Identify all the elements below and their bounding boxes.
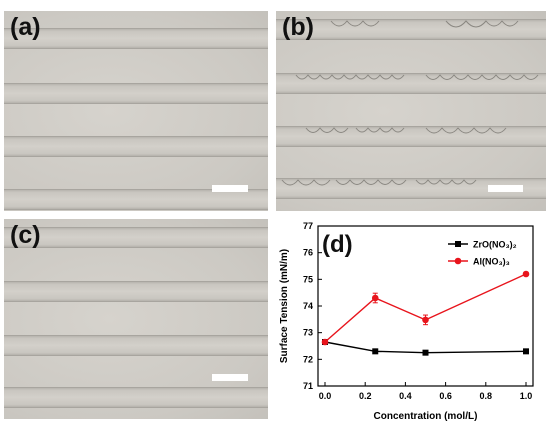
scale-bar	[212, 374, 248, 381]
data-point	[522, 270, 530, 278]
y-tick-label: 75	[303, 274, 313, 284]
channel	[4, 28, 268, 49]
y-tick-label: 76	[303, 248, 313, 258]
data-point	[371, 294, 379, 302]
y-tick-label: 77	[303, 221, 313, 231]
data-point	[523, 348, 529, 355]
data-point	[321, 338, 329, 346]
y-tick-label: 73	[303, 328, 313, 338]
panel-label-d: (d)	[322, 231, 353, 258]
channel	[276, 178, 546, 199]
panel-label-c: (c)	[10, 221, 41, 249]
y-tick-label: 72	[303, 354, 313, 364]
data-point	[422, 349, 429, 356]
droplet-residues	[281, 20, 539, 186]
legend-marker	[455, 241, 461, 247]
y-tick-label: 71	[303, 381, 313, 391]
micrograph-panel-b: (b)	[276, 11, 546, 211]
x-axis-label: Concentration (mol/L)	[374, 411, 478, 422]
x-tick-label: 0.8	[480, 391, 493, 401]
series-line	[324, 273, 527, 343]
panel-label-b: (b)	[282, 13, 314, 41]
channel	[276, 126, 546, 147]
series-line	[324, 341, 527, 354]
micrograph-panel-a: (a)	[4, 11, 268, 211]
data-point	[372, 348, 379, 355]
y-tick-label: 74	[303, 301, 313, 311]
x-tick-label: 0.4	[399, 391, 412, 401]
channel	[4, 83, 268, 104]
scale-bar	[212, 185, 248, 192]
legend-label: Al(NO₃)₃	[473, 257, 510, 267]
surface-tension-chart: (d) Surface Tension (mN/m) Concentration…	[275, 216, 550, 427]
panel-label-a: (a)	[10, 13, 41, 41]
channel	[4, 335, 268, 356]
y-axis-label: Surface Tension (mN/m)	[279, 249, 290, 363]
channel	[4, 189, 268, 210]
channel	[4, 387, 268, 408]
micrograph-panel-c: (c)	[4, 219, 268, 419]
legend-label: ZrO(NO₃)₂	[473, 240, 517, 250]
x-tick-label: 1.0	[520, 391, 533, 401]
x-tick-label: 0.6	[439, 391, 452, 401]
channel	[4, 227, 268, 248]
channel	[4, 281, 268, 302]
x-tick-label: 0.0	[319, 391, 332, 401]
data-point	[422, 316, 429, 324]
legend-marker	[454, 257, 462, 265]
chart-svg: (d) Surface Tension (mN/m) Concentration…	[279, 221, 534, 422]
x-tick-label: 0.2	[359, 391, 372, 401]
channel	[4, 136, 268, 157]
scale-bar	[488, 185, 523, 192]
